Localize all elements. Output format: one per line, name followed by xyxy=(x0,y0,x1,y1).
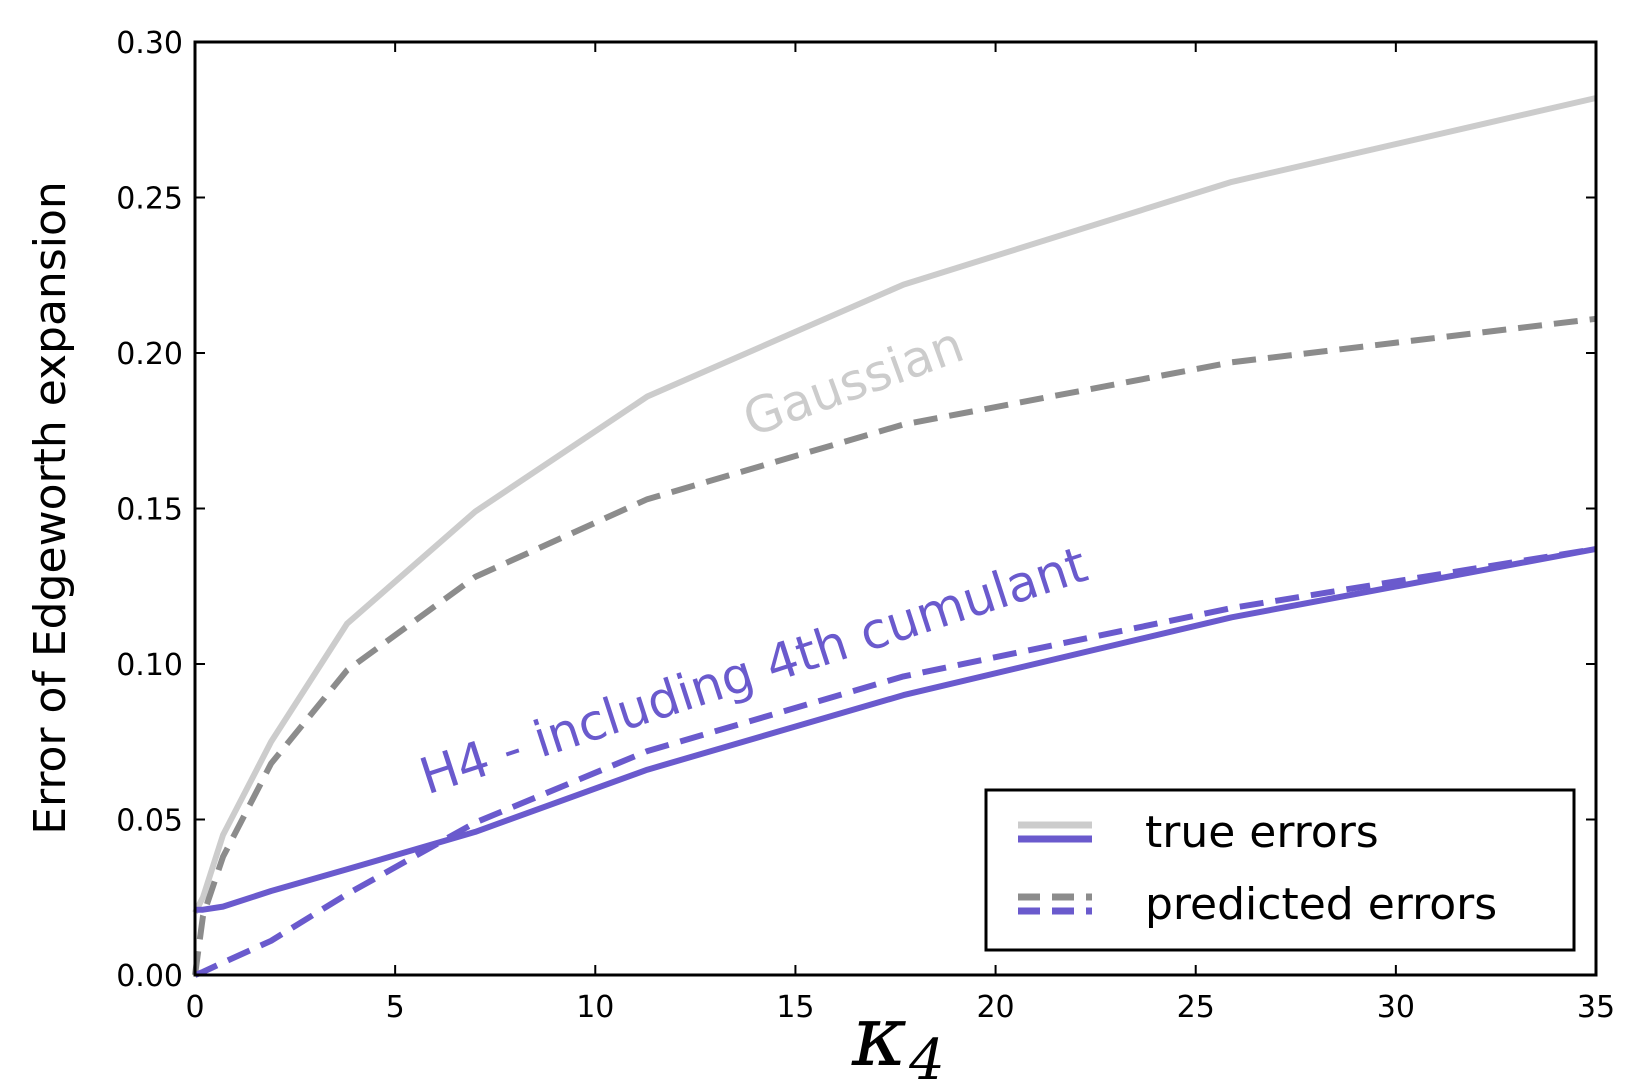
legend: true errors predicted errors xyxy=(984,788,1576,952)
series-line-h4-true-errors xyxy=(195,545,1597,913)
x-axis-label: κ4 xyxy=(851,987,945,1088)
x-tick-label: 0 xyxy=(185,990,204,1025)
x-axis-label-subscript: 4 xyxy=(908,1028,945,1088)
y-tick-label: 0.05 xyxy=(116,804,183,839)
x-tick-label: 25 xyxy=(1177,990,1215,1025)
series-line-gaussian-true-errors xyxy=(192,95,1597,915)
x-tick-label: 30 xyxy=(1377,990,1415,1025)
legend-label-predicted-errors: predicted errors xyxy=(1145,879,1497,930)
x-tick-label: 20 xyxy=(976,990,1014,1025)
legend-frame xyxy=(984,788,1576,952)
y-tick-label: 0.25 xyxy=(116,182,183,217)
y-axis-label: Error of Edgeworth expansion xyxy=(25,181,76,835)
y-tick-label: 0.10 xyxy=(116,648,183,683)
x-tick-label: 35 xyxy=(1577,990,1615,1025)
x-axis-label-symbol: κ xyxy=(851,987,907,1085)
y-tick-label: 0.00 xyxy=(116,959,183,994)
legend-label-true-errors: true errors xyxy=(1145,807,1379,858)
legend-entries: true errors predicted errors xyxy=(1018,807,1497,930)
y-tick-label: 0.20 xyxy=(116,337,183,372)
series-line-h4-predicted-errors xyxy=(193,545,1597,978)
series-layer xyxy=(192,95,1597,978)
tick-layer: 0 5 10 15 20 25 30 35 0.00 0.05 0.10 0.15 0.20 0.25 0.… xyxy=(116,26,1615,1025)
x-tick-label: 5 xyxy=(386,990,405,1025)
x-tick-label: 10 xyxy=(576,990,614,1025)
y-tick-label: 0.15 xyxy=(116,493,183,528)
x-tick-label: 15 xyxy=(776,990,814,1025)
series-line-gaussian-predicted-errors xyxy=(192,315,1597,976)
y-tick-label: 0.30 xyxy=(116,26,183,61)
